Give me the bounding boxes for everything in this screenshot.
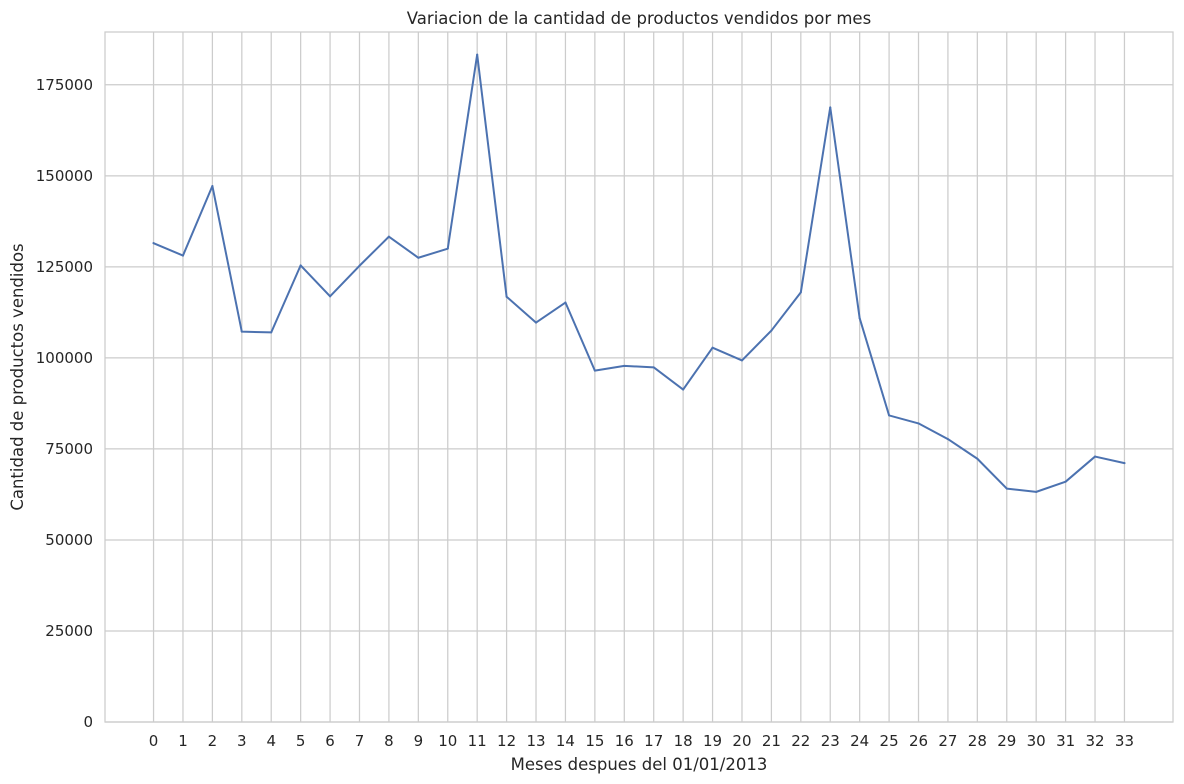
data-point (387, 235, 390, 238)
y-gridlines (105, 84, 1173, 723)
plot-frame (104, 31, 1174, 723)
data-point (1035, 490, 1038, 493)
data-point (564, 301, 567, 304)
x-tick-label: 0 (149, 732, 159, 750)
data-point (270, 331, 273, 334)
x-tick-label: 7 (355, 732, 365, 750)
data-point (181, 254, 184, 257)
data-point (446, 247, 449, 250)
x-tick-label: 8 (384, 732, 394, 750)
x-tick-label: 5 (296, 732, 306, 750)
x-tick-label: 6 (325, 732, 335, 750)
x-tick-label: 12 (497, 732, 516, 750)
chart-title: Variacion de la cantidad de productos ve… (407, 9, 871, 28)
y-tick-labels: 0 25000 50000 75000 100000 125000 150000 175000 (36, 76, 93, 731)
data-point (417, 256, 420, 259)
y-axis-title: Cantidad de productos vendidos (8, 243, 27, 510)
x-tick-label: 25 (880, 732, 899, 750)
x-tick-label: 15 (585, 732, 604, 750)
y-tick-label: 0 (83, 713, 93, 731)
data-point (917, 422, 920, 425)
data-point (799, 291, 802, 294)
data-point (858, 317, 861, 320)
data-point (299, 264, 302, 267)
y-tick-label: 50000 (45, 531, 93, 549)
x-tick-label: 3 (237, 732, 247, 750)
x-tick-label: 10 (438, 732, 457, 750)
x-tick-label: 9 (414, 732, 424, 750)
x-tick-label: 30 (1027, 732, 1046, 750)
x-tick-label: 11 (468, 732, 487, 750)
y-tick-label: 150000 (36, 167, 93, 185)
x-tick-label: 22 (791, 732, 810, 750)
data-point (623, 364, 626, 367)
data-point (1094, 455, 1097, 458)
x-tick-label: 26 (909, 732, 928, 750)
x-tick-label: 27 (938, 732, 957, 750)
x-tick-label: 20 (732, 732, 751, 750)
data-point (740, 359, 743, 362)
x-axis-title: Meses despues del 01/01/2013 (511, 755, 768, 774)
x-tick-label: 21 (762, 732, 781, 750)
x-tick-labels: 0 1 2 3 4 5 6 7 8 9 10 11 12 13 14 15 16 17 18 19 20 21 22 23 24… (149, 732, 1134, 750)
x-tick-label: 1 (178, 732, 188, 750)
series-line (152, 53, 1126, 493)
data-point (476, 53, 479, 56)
data-point (152, 242, 155, 245)
x-tick-label: 17 (644, 732, 663, 750)
data-point (682, 388, 685, 391)
data-point (976, 457, 979, 460)
x-tick-label: 18 (674, 732, 693, 750)
x-tick-label: 33 (1115, 732, 1134, 750)
x-tick-label: 4 (266, 732, 276, 750)
x-tick-label: 19 (703, 732, 722, 750)
x-tick-label: 32 (1085, 732, 1104, 750)
data-point (211, 185, 214, 188)
y-tick-label: 75000 (45, 440, 93, 458)
data-point (946, 438, 949, 441)
x-tick-label: 28 (968, 732, 987, 750)
data-point (1064, 480, 1067, 483)
data-point (770, 329, 773, 332)
data-point (711, 346, 714, 349)
data-point (1005, 487, 1008, 490)
data-point (1123, 462, 1126, 465)
data-point (358, 264, 361, 267)
x-tick-label: 31 (1056, 732, 1075, 750)
data-point (652, 366, 655, 369)
data-point (535, 321, 538, 324)
data-point (888, 414, 891, 417)
data-point (240, 330, 243, 333)
x-tick-label: 14 (556, 732, 575, 750)
data-point (593, 369, 596, 372)
data-point (829, 106, 832, 109)
x-gridlines (152, 32, 1126, 722)
x-tick-label: 2 (208, 732, 218, 750)
series-layer (152, 53, 1126, 493)
y-tick-label: 175000 (36, 76, 93, 94)
y-tick-label: 125000 (36, 258, 93, 276)
x-tick-label: 29 (997, 732, 1016, 750)
x-tick-label: 23 (821, 732, 840, 750)
x-tick-label: 13 (526, 732, 545, 750)
data-point (505, 295, 508, 298)
data-point (329, 295, 332, 298)
y-tick-label: 100000 (36, 349, 93, 367)
x-tick-label: 16 (615, 732, 634, 750)
x-tick-label: 24 (850, 732, 869, 750)
y-tick-label: 25000 (45, 622, 93, 640)
